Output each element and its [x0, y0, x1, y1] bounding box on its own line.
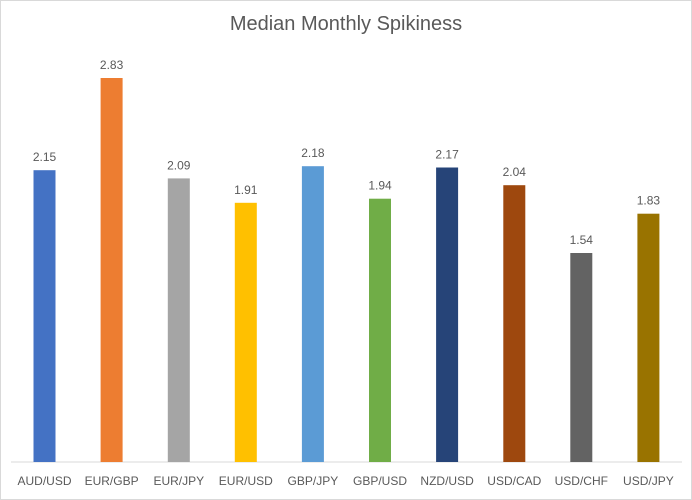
- data-label: 1.83: [637, 194, 661, 208]
- x-tick-label: NZD/USD: [420, 474, 474, 488]
- x-tick-label: AUD/USD: [17, 474, 71, 488]
- data-label: 2.15: [33, 150, 57, 164]
- ticks-layer: AUD/USD EUR/GBP EUR/JPY EUR/USD GBP/JPY GBP/U…: [17, 474, 673, 488]
- bar-usd-jpy: [637, 213, 660, 462]
- bar-eur-usd: [234, 202, 257, 463]
- data-label: 1.91: [234, 183, 258, 197]
- bar-usd-chf: [570, 253, 593, 462]
- bar-usd-cad: [503, 185, 526, 462]
- x-tick-label: EUR/JPY: [153, 474, 204, 488]
- bar-gbp-jpy: [301, 166, 324, 462]
- x-tick-label: USD/CHF: [555, 474, 608, 488]
- labels-layer: 2.15 2.83 2.09 1.91 2.18 1.94 2.17 2.04 1.54 1.83: [33, 58, 661, 247]
- data-label: 2.09: [167, 158, 191, 172]
- bar-gbp-usd: [369, 198, 391, 462]
- bars-layer: [33, 78, 660, 463]
- bar-nzd-usd: [436, 167, 459, 462]
- x-tick-label: GBP/JPY: [288, 474, 339, 488]
- chart-title: Median Monthly Spikiness: [229, 13, 463, 35]
- x-tick-label: EUR/GBP: [85, 474, 139, 488]
- data-label: 2.04: [503, 165, 527, 179]
- data-label: 1.94: [368, 179, 392, 193]
- x-tick-label: GBP/USD: [353, 474, 407, 488]
- x-tick-label: EUR/USD: [219, 474, 273, 488]
- bar-eur-jpy: [167, 178, 190, 462]
- x-tick-label: USD/JPY: [623, 474, 674, 488]
- bar-eur-gbp: [100, 78, 123, 462]
- data-label: 1.54: [570, 233, 594, 247]
- x-tick-label: USD/CAD: [487, 474, 541, 488]
- bar-aud-usd: [33, 170, 56, 462]
- data-label: 2.83: [100, 58, 124, 72]
- data-label: 2.17: [435, 148, 459, 162]
- data-label: 2.18: [301, 146, 325, 160]
